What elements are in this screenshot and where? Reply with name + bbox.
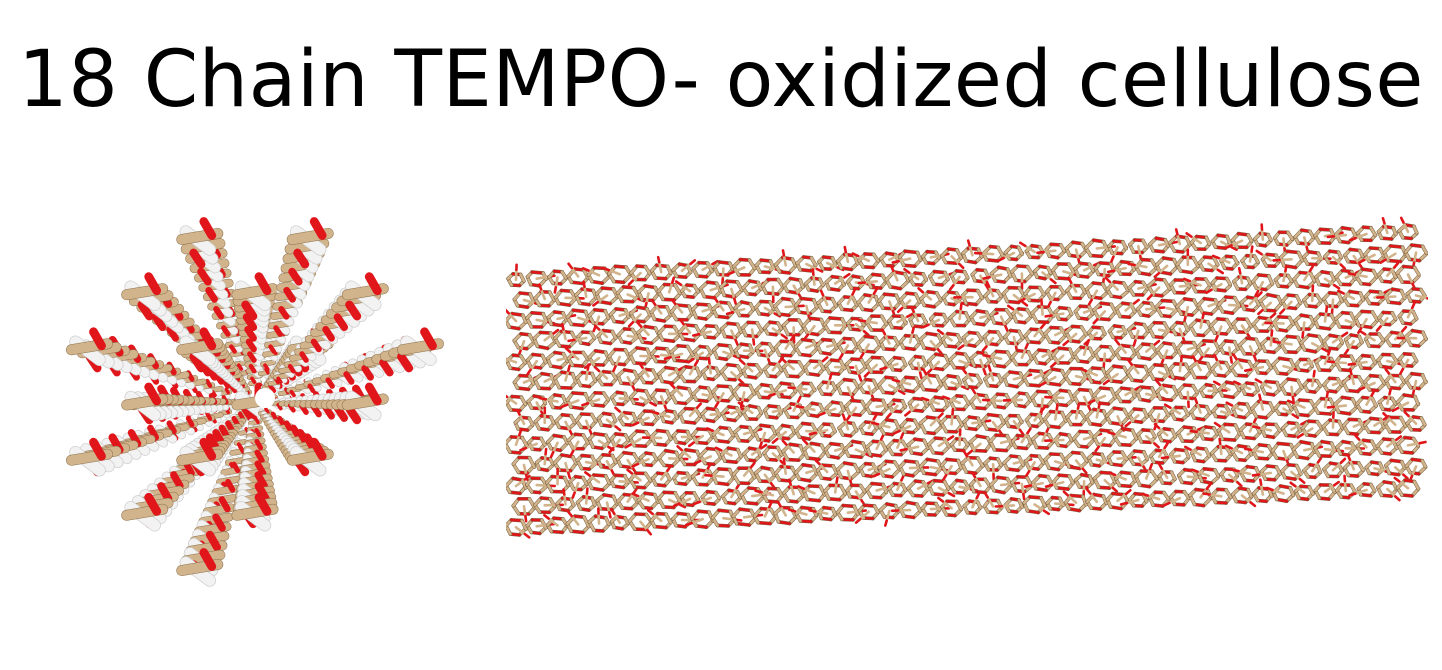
cellulose-side-view-image <box>506 216 1428 539</box>
slide-title: 18 Chain TEMPO- oxidized cellulose <box>18 35 1424 125</box>
cellulose-end-view-image <box>66 217 444 587</box>
end-view-render <box>30 138 480 656</box>
side-view-render <box>506 208 1428 560</box>
